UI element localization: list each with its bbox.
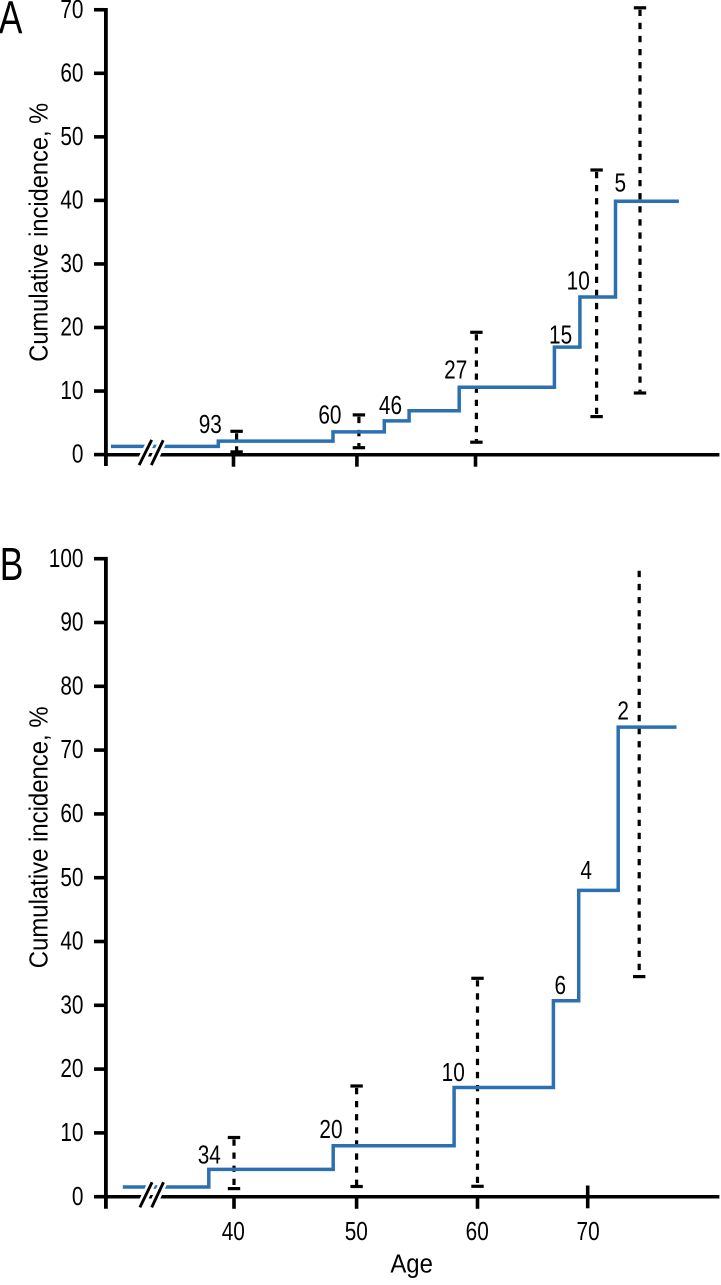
svg-text:2: 2	[617, 697, 629, 726]
svg-text:4: 4	[580, 856, 592, 885]
svg-text:20: 20	[319, 1115, 342, 1144]
svg-text:46: 46	[379, 391, 402, 420]
svg-text:15: 15	[549, 320, 572, 349]
svg-text:50: 50	[345, 1217, 368, 1246]
svg-text:93: 93	[199, 410, 222, 439]
svg-text:100: 100	[49, 544, 84, 573]
svg-text:60: 60	[60, 799, 83, 828]
svg-text:10: 10	[442, 1058, 465, 1087]
svg-text:40: 40	[60, 926, 83, 955]
svg-text:6: 6	[555, 971, 567, 1000]
svg-text:70: 70	[60, 0, 83, 23]
svg-text:50: 50	[60, 863, 83, 892]
svg-text:30: 30	[60, 249, 83, 278]
svg-text:27: 27	[444, 355, 467, 384]
svg-text:34: 34	[198, 1140, 221, 1169]
svg-text:40: 40	[222, 1217, 245, 1246]
svg-text:60: 60	[318, 400, 341, 429]
svg-text:0: 0	[72, 440, 84, 469]
svg-text:60: 60	[60, 58, 83, 87]
svg-text:B: B	[0, 538, 23, 590]
svg-text:10: 10	[567, 266, 590, 295]
svg-text:20: 20	[60, 312, 83, 341]
svg-text:20: 20	[60, 1054, 83, 1083]
svg-text:80: 80	[60, 671, 83, 700]
svg-text:Cumulative incidence, %: Cumulative incidence, %	[26, 103, 54, 362]
svg-text:50: 50	[60, 122, 83, 151]
svg-text:5: 5	[615, 168, 627, 197]
svg-text:A: A	[0, 0, 23, 44]
svg-text:70: 70	[577, 1217, 600, 1246]
svg-text:0: 0	[72, 1182, 84, 1211]
svg-text:Age: Age	[390, 1250, 433, 1279]
svg-text:70: 70	[60, 735, 83, 764]
svg-text:90: 90	[60, 607, 83, 636]
svg-text:10: 10	[60, 376, 83, 405]
svg-text:10: 10	[60, 1118, 83, 1147]
svg-text:30: 30	[60, 990, 83, 1019]
svg-text:40: 40	[60, 185, 83, 214]
svg-text:Cumulative incidence, %: Cumulative incidence, %	[25, 706, 54, 968]
svg-text:60: 60	[466, 1217, 489, 1246]
